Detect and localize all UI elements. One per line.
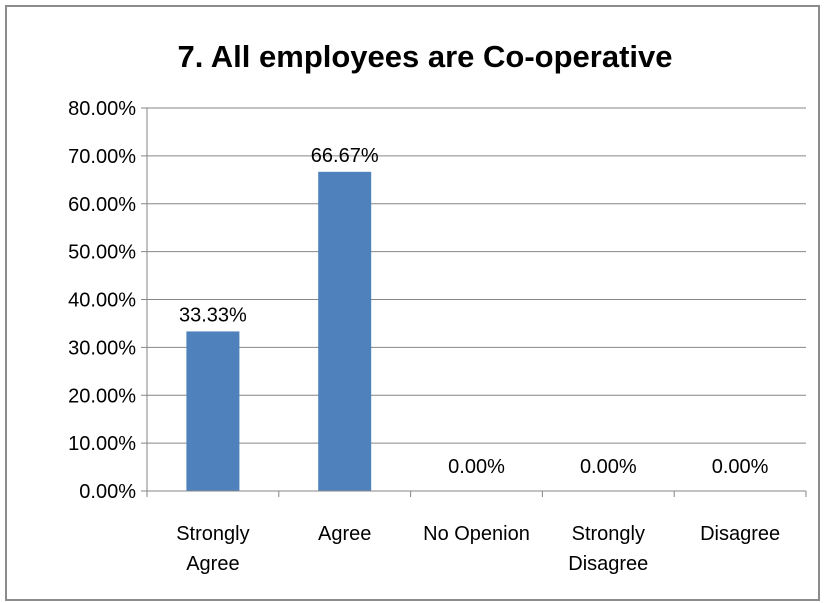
chart-title: 7. All employees are Co-operative: [177, 39, 672, 74]
y-tick-label: 30.00%: [68, 337, 136, 359]
y-tick-label: 80.00%: [68, 98, 136, 120]
chart-frame: [5, 5, 820, 601]
y-tick-label: 50.00%: [68, 242, 136, 264]
category-label: Strongly: [176, 523, 249, 545]
data-label: 66.67%: [311, 145, 379, 167]
bars: [186, 171, 372, 491]
category-label: Disagree: [568, 553, 648, 575]
y-tick-label: 40.00%: [68, 290, 136, 312]
category-label: Agree: [186, 553, 239, 575]
y-tick-label: 70.00%: [68, 146, 136, 168]
y-tick-label: 60.00%: [68, 194, 136, 216]
data-label: 33.33%: [179, 304, 247, 326]
bar: [318, 171, 372, 491]
data-label: 0.00%: [580, 456, 637, 478]
y-axis-ticks: 0.00% 10.00% 20.00% 30.00% 40.00% 50.00% 60.00…: [68, 98, 136, 503]
y-tick-label: 20.00%: [68, 385, 136, 407]
category-label: Agree: [318, 523, 371, 545]
category-label: No Openion: [423, 523, 530, 545]
category-labels: Strongly Agree Agree No Openion Strongly Disa…: [176, 523, 780, 575]
bar: [186, 331, 240, 491]
data-label: 0.00%: [712, 456, 769, 478]
data-label: 0.00%: [448, 456, 505, 478]
y-tick-label: 0.00%: [79, 481, 136, 503]
y-tick-label: 10.00%: [68, 433, 136, 455]
gridlines: [141, 107, 807, 497]
category-label: Strongly: [572, 523, 645, 545]
category-label: Disagree: [700, 523, 780, 545]
data-labels: 33.33% 66.67% 0.00% 0.00% 0.00%: [179, 145, 769, 478]
